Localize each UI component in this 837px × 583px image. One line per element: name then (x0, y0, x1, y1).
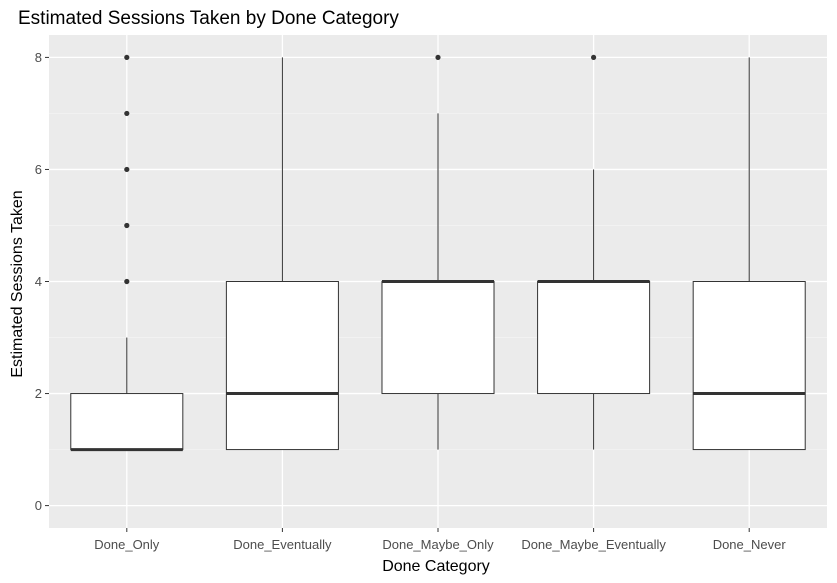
chart-title: Estimated Sessions Taken by Done Categor… (18, 8, 399, 29)
boxplot-marks (70, 54, 806, 452)
x-tick-label: Done_Maybe_Eventually (521, 537, 666, 552)
y-tick-label: 8 (35, 50, 42, 65)
outlier-point (591, 54, 597, 61)
x-axis-title: Done Category (382, 558, 490, 575)
box-body (225, 281, 339, 451)
box-body (381, 281, 495, 395)
box-Done_Maybe_Eventually (537, 54, 651, 450)
x-tick-label: Done_Never (713, 537, 787, 552)
x-tick-label: Done_Eventually (233, 537, 332, 552)
box-Done_Never (692, 57, 806, 451)
box-Done_Eventually (225, 57, 339, 451)
x-tick-label: Done_Maybe_Only (382, 537, 494, 552)
outlier-point (124, 222, 130, 229)
y-tick-label: 0 (35, 498, 42, 513)
outlier-point (124, 166, 130, 173)
outlier-point (124, 278, 130, 285)
outlier-point (435, 54, 441, 61)
outlier-point (124, 54, 130, 61)
x-tick-label: Done_Only (94, 537, 160, 552)
box-body (692, 281, 806, 451)
outlier-point (124, 110, 130, 117)
axes: 0 2 4 6 8 Done_Only Done_Eventually Done_Maybe_… (35, 50, 787, 552)
y-tick-label: 2 (35, 386, 42, 401)
box-body (70, 393, 184, 451)
y-tick-label: 4 (35, 274, 42, 289)
box-Done_Maybe_Only (381, 54, 495, 450)
box-Done_Only (70, 54, 184, 452)
box-body (537, 281, 651, 395)
y-axis-title: Estimated Sessions Taken (9, 190, 26, 377)
y-tick-label: 6 (35, 162, 42, 177)
